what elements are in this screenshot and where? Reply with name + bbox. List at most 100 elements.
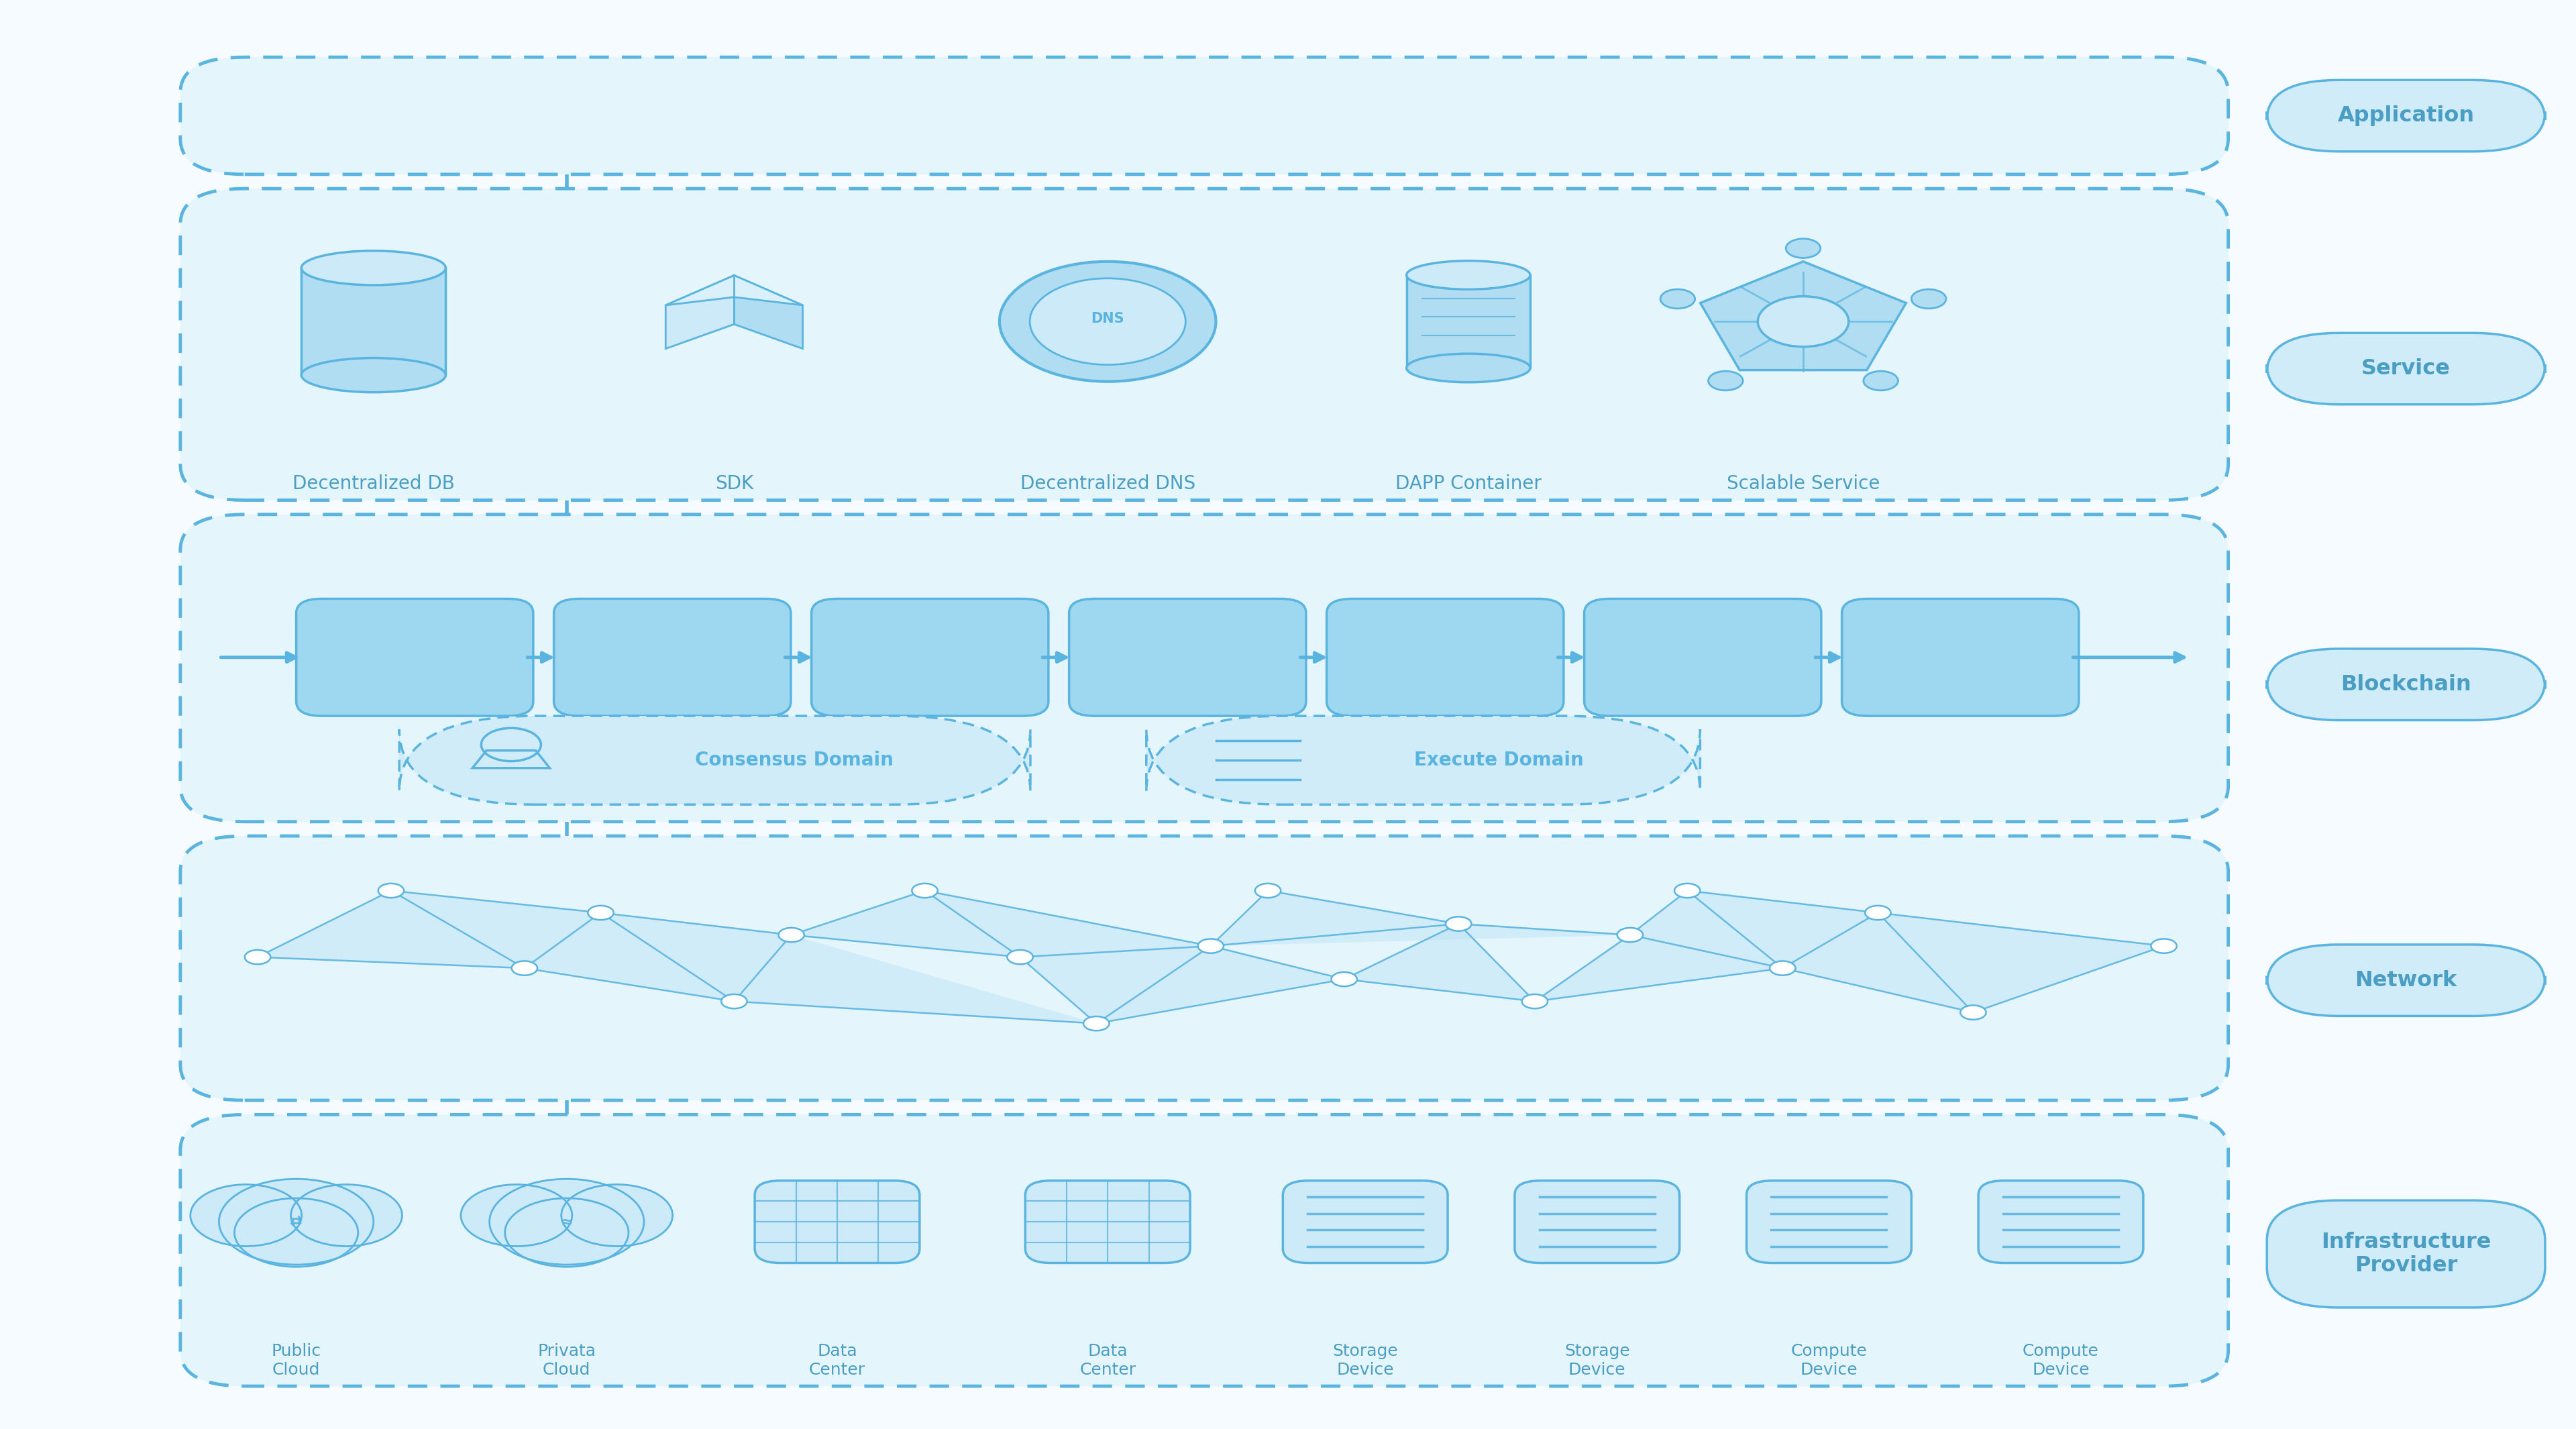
Text: Network: Network: [2354, 970, 2458, 990]
Circle shape: [1522, 995, 1548, 1009]
Polygon shape: [1783, 913, 1973, 1012]
Polygon shape: [600, 913, 791, 1002]
Circle shape: [912, 883, 938, 897]
Circle shape: [234, 1198, 358, 1268]
Circle shape: [1865, 906, 1891, 920]
FancyBboxPatch shape: [1406, 274, 1530, 367]
Circle shape: [1770, 960, 1795, 975]
Circle shape: [1960, 1006, 1986, 1020]
Circle shape: [1332, 972, 1358, 986]
Text: Service: Service: [2362, 359, 2450, 379]
Polygon shape: [791, 890, 1020, 957]
Text: Decentralized DNS: Decentralized DNS: [1020, 474, 1195, 493]
Polygon shape: [258, 890, 526, 969]
Polygon shape: [1700, 262, 1906, 370]
Text: Privata
Cloud: Privata Cloud: [538, 1343, 595, 1378]
Polygon shape: [665, 276, 734, 349]
Polygon shape: [1211, 890, 1458, 946]
FancyBboxPatch shape: [301, 269, 446, 376]
Polygon shape: [392, 890, 600, 969]
Polygon shape: [1878, 913, 2164, 1012]
Text: Execute Domain: Execute Domain: [1414, 750, 1584, 770]
Text: Compute
Device: Compute Device: [2022, 1343, 2099, 1378]
Circle shape: [513, 960, 538, 975]
Circle shape: [291, 1185, 402, 1246]
Circle shape: [1785, 239, 1821, 257]
Circle shape: [2151, 939, 2177, 953]
Text: ⇄: ⇄: [291, 1215, 301, 1229]
Ellipse shape: [1406, 353, 1530, 382]
Text: Data
Center: Data Center: [1079, 1343, 1136, 1378]
Text: SDK: SDK: [716, 474, 752, 493]
Polygon shape: [734, 276, 804, 349]
Text: Infrastructure
Provider: Infrastructure Provider: [2321, 1232, 2491, 1276]
Circle shape: [1007, 950, 1033, 965]
Circle shape: [778, 927, 804, 942]
Circle shape: [191, 1185, 301, 1246]
Circle shape: [721, 995, 747, 1009]
Polygon shape: [1631, 890, 1783, 969]
Text: DAPP Container: DAPP Container: [1396, 474, 1540, 493]
Circle shape: [1084, 1016, 1110, 1030]
FancyBboxPatch shape: [1146, 716, 1700, 805]
FancyBboxPatch shape: [811, 599, 1048, 716]
Text: Public
Cloud: Public Cloud: [270, 1343, 322, 1378]
FancyBboxPatch shape: [755, 1180, 920, 1263]
Text: Data
Center: Data Center: [809, 1343, 866, 1378]
Circle shape: [1911, 289, 1945, 309]
FancyBboxPatch shape: [180, 57, 2228, 174]
Polygon shape: [1535, 935, 1783, 1002]
FancyBboxPatch shape: [180, 836, 2228, 1100]
Circle shape: [1618, 927, 1643, 942]
Circle shape: [245, 950, 270, 965]
FancyBboxPatch shape: [554, 599, 791, 716]
FancyBboxPatch shape: [399, 716, 1030, 805]
Text: Storage
Device: Storage Device: [1564, 1343, 1631, 1378]
Circle shape: [1198, 939, 1224, 953]
Circle shape: [461, 1185, 572, 1246]
FancyBboxPatch shape: [1025, 1180, 1190, 1263]
Circle shape: [1445, 917, 1471, 932]
FancyBboxPatch shape: [2267, 649, 2545, 720]
FancyBboxPatch shape: [2267, 1200, 2545, 1308]
Polygon shape: [526, 913, 734, 1002]
Text: Decentralized DB: Decentralized DB: [294, 474, 453, 493]
Circle shape: [587, 906, 613, 920]
Circle shape: [219, 1179, 374, 1265]
Circle shape: [1674, 883, 1700, 897]
Text: Blockchain: Blockchain: [2342, 674, 2470, 694]
Ellipse shape: [1406, 262, 1530, 289]
Polygon shape: [1020, 946, 1211, 1023]
Circle shape: [1255, 883, 1280, 897]
FancyBboxPatch shape: [2267, 333, 2545, 404]
Polygon shape: [1097, 946, 1345, 1023]
FancyBboxPatch shape: [180, 514, 2228, 822]
FancyBboxPatch shape: [1283, 1180, 1448, 1263]
FancyBboxPatch shape: [180, 1115, 2228, 1386]
FancyBboxPatch shape: [1515, 1180, 1680, 1263]
Circle shape: [999, 262, 1216, 382]
FancyBboxPatch shape: [2267, 80, 2545, 151]
FancyBboxPatch shape: [1978, 1180, 2143, 1263]
Text: Application: Application: [2336, 106, 2476, 126]
Ellipse shape: [301, 359, 446, 392]
Text: Compute
Device: Compute Device: [1790, 1343, 1868, 1378]
Circle shape: [489, 1179, 644, 1265]
FancyBboxPatch shape: [1747, 1180, 1911, 1263]
FancyBboxPatch shape: [1327, 599, 1564, 716]
Polygon shape: [734, 935, 1097, 1023]
Text: Scalable Service: Scalable Service: [1726, 474, 1880, 493]
Circle shape: [1662, 289, 1695, 309]
Polygon shape: [665, 276, 804, 306]
Circle shape: [379, 883, 404, 897]
Polygon shape: [1687, 890, 1878, 969]
Circle shape: [505, 1198, 629, 1268]
FancyBboxPatch shape: [2267, 945, 2545, 1016]
Circle shape: [562, 1185, 672, 1246]
FancyBboxPatch shape: [1584, 599, 1821, 716]
Text: DNS: DNS: [1092, 312, 1123, 326]
FancyBboxPatch shape: [1069, 599, 1306, 716]
Text: Consensus Domain: Consensus Domain: [696, 750, 894, 770]
Text: Storage
Device: Storage Device: [1332, 1343, 1399, 1378]
Circle shape: [1757, 296, 1850, 347]
